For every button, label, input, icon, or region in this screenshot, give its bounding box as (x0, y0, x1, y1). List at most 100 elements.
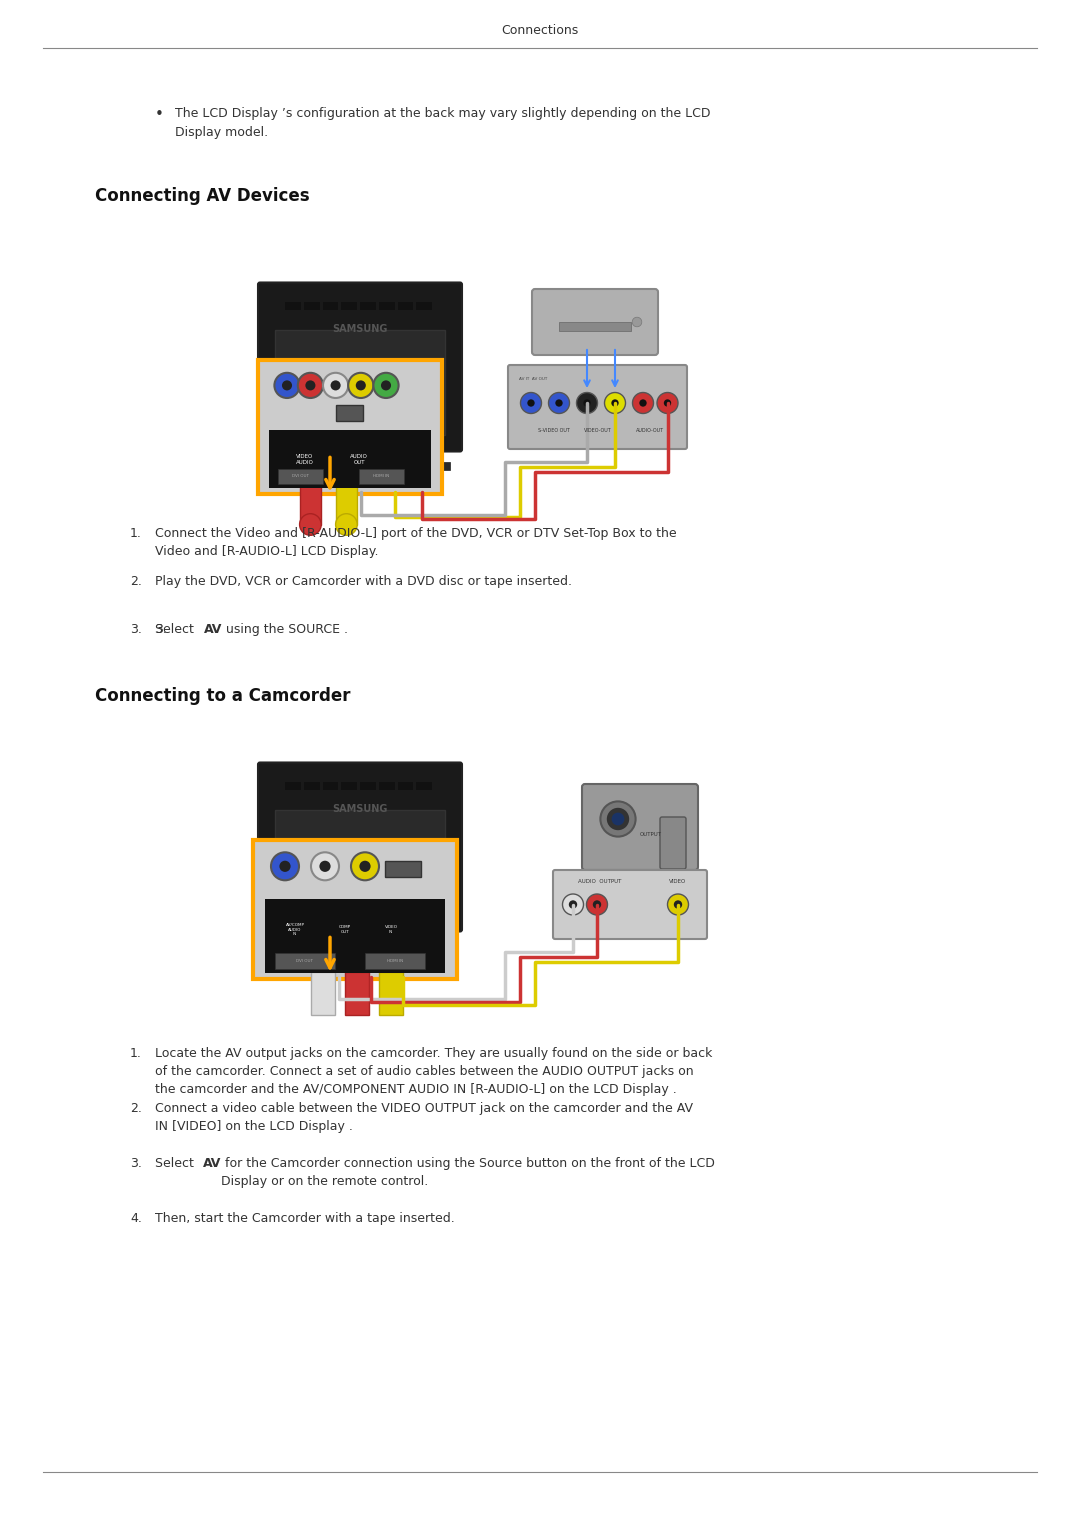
Text: •: • (156, 107, 164, 122)
Circle shape (674, 901, 683, 909)
Text: DVI OUT: DVI OUT (292, 475, 309, 478)
Text: Select: Select (156, 1157, 198, 1170)
Bar (416, 301, 432, 310)
FancyBboxPatch shape (258, 282, 462, 452)
Circle shape (549, 392, 569, 414)
Bar (359, 469, 404, 484)
Text: AV IT  AV OUT: AV IT AV OUT (518, 377, 548, 382)
Circle shape (320, 861, 330, 872)
Text: VIDEO: VIDEO (670, 880, 687, 884)
Circle shape (299, 513, 321, 536)
Circle shape (639, 400, 647, 406)
Circle shape (632, 318, 642, 327)
Bar (285, 782, 300, 789)
Bar (379, 301, 394, 310)
FancyBboxPatch shape (289, 392, 381, 435)
Text: Select: Select (156, 623, 198, 637)
Text: Connecting to a Camcorder: Connecting to a Camcorder (95, 687, 351, 705)
Circle shape (355, 380, 366, 391)
Text: Connecting AV Devices: Connecting AV Devices (95, 186, 310, 205)
Bar (379, 971, 403, 1015)
Text: 1.: 1. (130, 1048, 141, 1060)
Bar (265, 899, 445, 973)
Bar (426, 942, 450, 950)
Bar (341, 301, 357, 310)
Circle shape (555, 400, 563, 406)
Circle shape (311, 852, 339, 880)
FancyBboxPatch shape (258, 762, 462, 931)
Bar (275, 809, 445, 915)
Bar (303, 782, 320, 789)
Text: VIDEO-OUT: VIDEO-OUT (583, 429, 611, 434)
Circle shape (563, 893, 583, 915)
Text: AUDIO-OUT: AUDIO-OUT (636, 429, 664, 434)
Bar (278, 469, 323, 484)
Text: AV: AV (203, 1157, 221, 1170)
Bar (365, 953, 426, 970)
Bar (345, 971, 369, 1015)
Text: AUDIO  OUTPUT: AUDIO OUTPUT (578, 880, 622, 884)
Text: S-VIDEO OUT: S-VIDEO OUT (538, 429, 569, 434)
Circle shape (664, 400, 671, 406)
Text: 3.: 3. (130, 1157, 141, 1170)
Bar (336, 486, 357, 524)
Circle shape (605, 392, 625, 414)
Bar (280, 927, 291, 945)
Circle shape (586, 893, 607, 915)
Text: DVI OUT: DVI OUT (297, 959, 313, 964)
Circle shape (527, 400, 535, 406)
Text: VIDEO
AUDIO: VIDEO AUDIO (296, 454, 314, 464)
Bar (280, 446, 291, 464)
FancyBboxPatch shape (289, 872, 381, 916)
Circle shape (282, 380, 292, 391)
Text: Play the DVD, VCR or Camcorder with a DVD disc or tape inserted.: Play the DVD, VCR or Camcorder with a DV… (156, 576, 572, 588)
FancyBboxPatch shape (258, 360, 442, 495)
Bar (311, 971, 335, 1015)
Circle shape (298, 373, 323, 399)
Circle shape (323, 373, 348, 399)
Text: SAMSUNG: SAMSUNG (333, 325, 388, 334)
Text: 2.: 2. (130, 576, 141, 588)
Circle shape (667, 893, 689, 915)
Bar (270, 942, 295, 950)
Text: AV/COMP
AUDIO
IN: AV/COMP AUDIO IN (285, 924, 305, 936)
Bar (397, 782, 414, 789)
Bar (323, 782, 338, 789)
Bar (430, 446, 440, 464)
Bar (397, 301, 414, 310)
Circle shape (374, 373, 399, 399)
Text: HDMI IN: HDMI IN (387, 959, 403, 964)
Bar (269, 429, 431, 489)
Text: VIDEO
IN: VIDEO IN (384, 925, 397, 935)
Circle shape (306, 380, 315, 391)
Bar (303, 301, 320, 310)
Circle shape (611, 400, 619, 406)
FancyBboxPatch shape (660, 817, 686, 869)
Text: SAMSUNG: SAMSUNG (333, 805, 388, 814)
Bar (336, 405, 363, 420)
Circle shape (330, 380, 340, 391)
Bar (384, 861, 421, 876)
Circle shape (569, 901, 577, 909)
Circle shape (348, 373, 374, 399)
Text: HDMI IN: HDMI IN (374, 475, 390, 478)
Text: Connect the Video and [R-AUDIO-L] port of the DVD, VCR or DTV Set-Top Box to the: Connect the Video and [R-AUDIO-L] port o… (156, 527, 677, 557)
Text: for the Camcorder connection using the Source button on the front of the LCD
Dis: for the Camcorder connection using the S… (221, 1157, 715, 1188)
Bar (341, 782, 357, 789)
FancyBboxPatch shape (532, 289, 658, 354)
Text: Connections: Connections (501, 23, 579, 37)
Text: using the SOURCE .: using the SOURCE . (222, 623, 348, 637)
Text: OUTPUT: OUTPUT (640, 832, 662, 837)
Text: Locate the AV output jacks on the camcorder. They are usually found on the side : Locate the AV output jacks on the camcor… (156, 1048, 713, 1096)
Bar (430, 927, 440, 945)
Circle shape (583, 400, 591, 406)
Circle shape (633, 392, 653, 414)
Bar (426, 461, 450, 469)
Text: 4.: 4. (130, 1212, 141, 1225)
Bar (323, 301, 338, 310)
Text: Connect a video cable between the VIDEO OUTPUT jack on the camcorder and the AV
: Connect a video cable between the VIDEO … (156, 1102, 693, 1133)
Bar (270, 461, 295, 469)
FancyBboxPatch shape (553, 870, 707, 939)
FancyBboxPatch shape (582, 783, 698, 870)
Circle shape (336, 513, 357, 536)
